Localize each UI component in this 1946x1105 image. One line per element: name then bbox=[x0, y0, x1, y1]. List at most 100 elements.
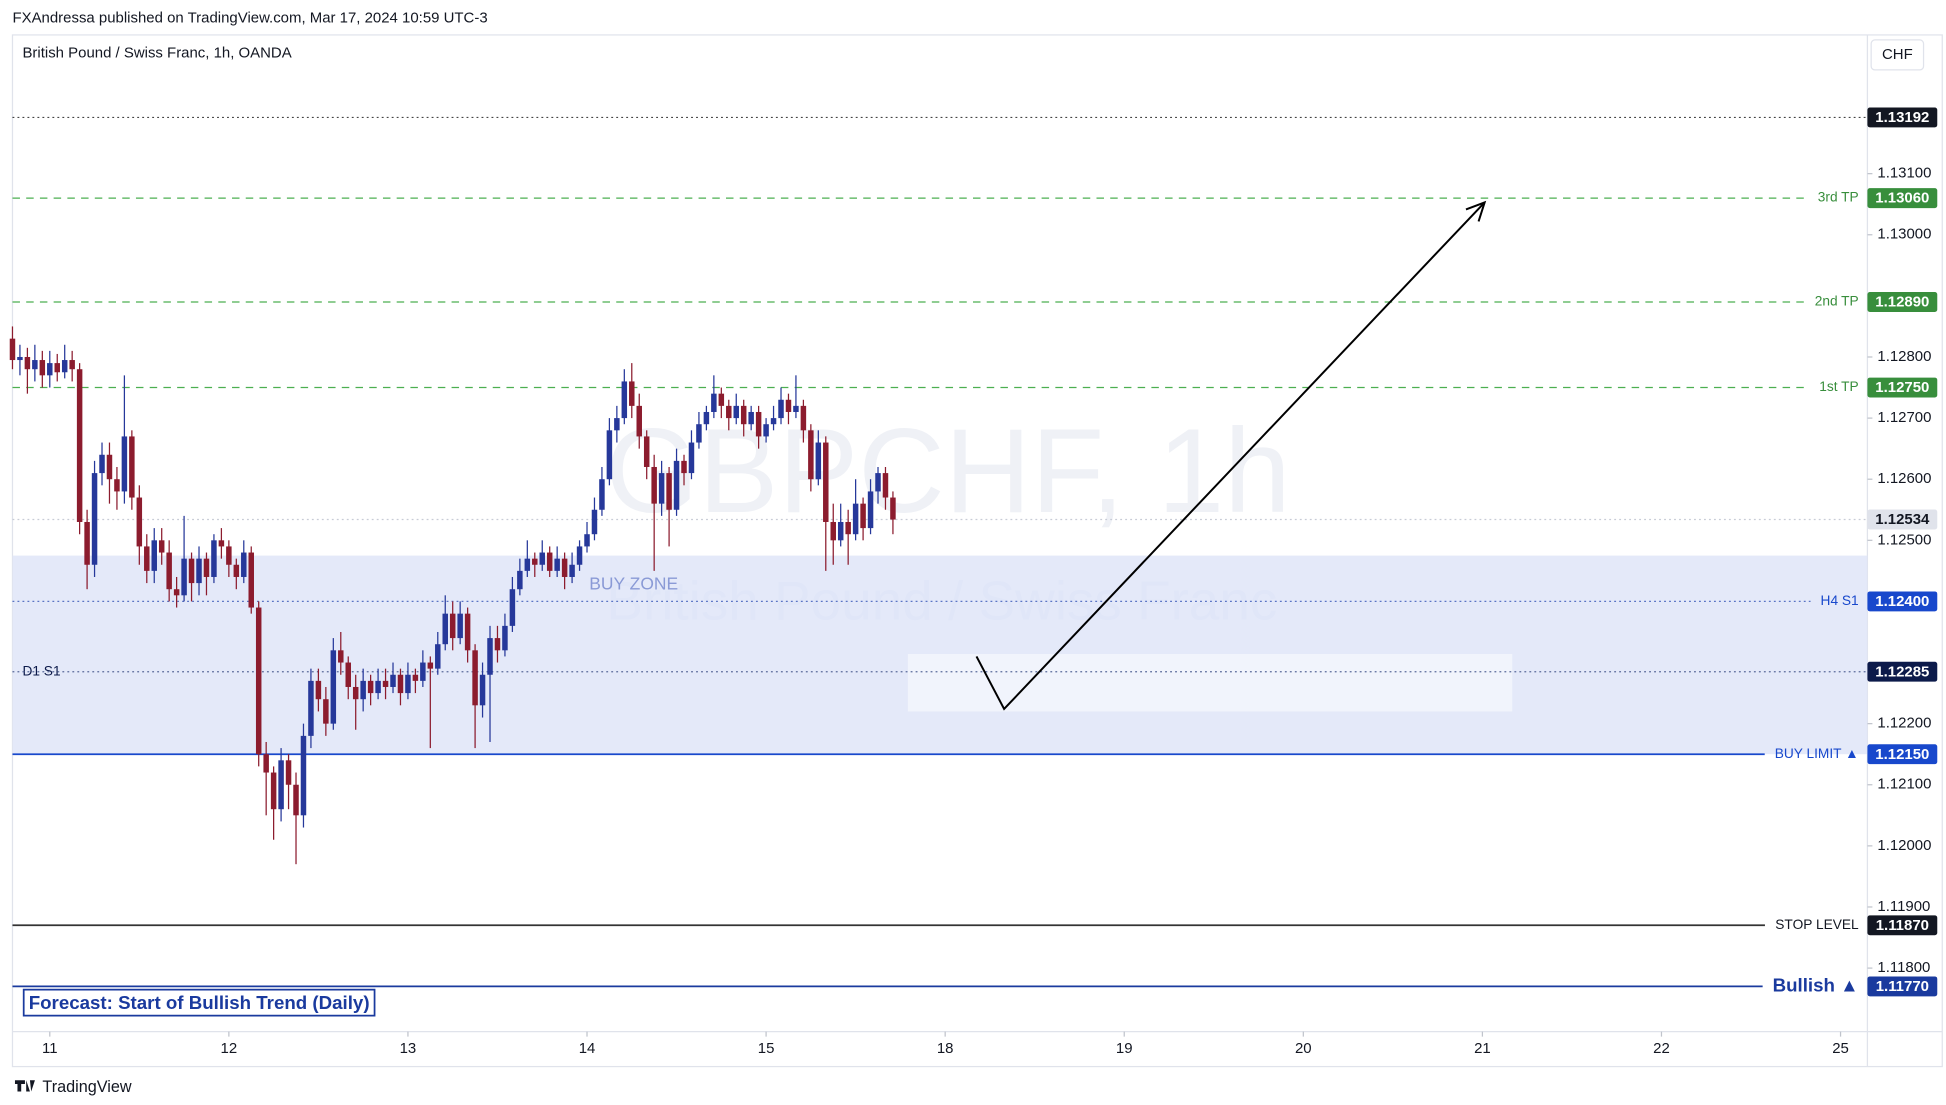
candle-body bbox=[218, 540, 225, 547]
candle-body bbox=[785, 399, 792, 412]
candle-body bbox=[91, 473, 98, 565]
header: FXAndressa published on TradingView.com,… bbox=[12, 10, 487, 27]
candle-body bbox=[696, 424, 702, 443]
price-label-box bbox=[1867, 744, 1938, 765]
chart-title: British Pound / Swiss Franc, 1h, OANDA bbox=[22, 45, 291, 62]
y-tick-label: 1.12700 bbox=[1877, 409, 1931, 426]
candle-body bbox=[711, 393, 717, 412]
candle-body bbox=[845, 521, 851, 535]
candle-body bbox=[703, 411, 710, 425]
candle-body bbox=[54, 363, 60, 373]
candle-body bbox=[449, 613, 456, 639]
candle-body bbox=[576, 546, 583, 565]
x-tick-label: 21 bbox=[1474, 1040, 1491, 1057]
candle-body bbox=[76, 369, 83, 522]
price-label-box bbox=[1867, 915, 1938, 936]
candle-body bbox=[367, 680, 374, 694]
x-tick-label: 22 bbox=[1653, 1040, 1670, 1057]
candle-body bbox=[524, 558, 531, 571]
candle-body bbox=[47, 363, 53, 376]
candle-body bbox=[99, 454, 105, 474]
candle-body bbox=[144, 546, 150, 571]
candle-body bbox=[763, 424, 769, 437]
candle-body bbox=[808, 430, 814, 480]
price-label: 1.12400 bbox=[1875, 593, 1929, 610]
x-tick-label: 25 bbox=[1832, 1040, 1849, 1057]
price-label-box bbox=[1867, 377, 1938, 398]
level-name: 2nd TP bbox=[1815, 294, 1859, 309]
candle-body bbox=[382, 680, 389, 687]
candle-body bbox=[800, 405, 807, 431]
candle-body bbox=[338, 650, 344, 663]
price-label: 1.13192 bbox=[1875, 109, 1929, 126]
candle-body bbox=[830, 521, 836, 541]
candle-body bbox=[688, 442, 695, 474]
candle-body bbox=[658, 473, 665, 504]
price-label: 1.12534 bbox=[1875, 511, 1930, 528]
price-label-box bbox=[1867, 661, 1938, 682]
candle-body bbox=[435, 644, 441, 669]
candle-body bbox=[352, 686, 359, 700]
candle-body bbox=[203, 558, 210, 577]
candle-body bbox=[472, 650, 478, 706]
candle-body bbox=[345, 662, 351, 687]
candle-body bbox=[129, 436, 135, 498]
candle-body bbox=[397, 674, 404, 694]
candle-body bbox=[248, 552, 254, 608]
currency-box bbox=[1870, 39, 1925, 71]
candle-body bbox=[561, 558, 568, 577]
candle-body bbox=[629, 381, 635, 406]
price-label: 1.12285 bbox=[1875, 663, 1929, 680]
level-name: D1 S1 bbox=[22, 663, 60, 678]
candle-body bbox=[84, 521, 90, 565]
candle-body bbox=[666, 473, 672, 510]
footer: TradingView bbox=[42, 1078, 131, 1096]
candle-body bbox=[114, 479, 120, 492]
candle-body bbox=[517, 570, 523, 590]
candle-body bbox=[196, 558, 202, 584]
candle-body bbox=[584, 534, 590, 547]
candle-body bbox=[681, 460, 687, 474]
level-name: 1st TP bbox=[1819, 379, 1858, 394]
level-name: Bullish ▲ bbox=[1773, 974, 1859, 995]
candle-body bbox=[643, 436, 650, 467]
candle-body bbox=[569, 564, 575, 577]
candle-body bbox=[181, 558, 187, 596]
candle-body bbox=[32, 360, 38, 370]
candle-body bbox=[509, 589, 516, 626]
price-label-box bbox=[1867, 976, 1938, 997]
candle-body bbox=[599, 479, 605, 510]
candle-body bbox=[106, 454, 113, 480]
arrow-head bbox=[1465, 200, 1487, 222]
price-label: 1.13060 bbox=[1875, 190, 1929, 207]
price-label-box bbox=[1867, 509, 1938, 530]
x-tick-label: 18 bbox=[937, 1040, 954, 1057]
candle-body bbox=[479, 674, 486, 706]
pane-border bbox=[11, 34, 1943, 1068]
price-label-box bbox=[1867, 188, 1938, 209]
level-name: STOP LEVEL bbox=[1775, 917, 1859, 932]
candle-body bbox=[890, 497, 896, 520]
candle-body bbox=[360, 680, 366, 700]
candle-body bbox=[151, 540, 157, 571]
y-tick-label: 1.12000 bbox=[1877, 837, 1931, 854]
level-name: 3rd TP bbox=[1818, 190, 1859, 205]
y-tick-label: 1.12800 bbox=[1877, 348, 1931, 365]
candle-body bbox=[188, 558, 195, 584]
x-tick-label: 13 bbox=[400, 1040, 417, 1057]
candle-body bbox=[308, 680, 314, 736]
candle-body bbox=[278, 760, 284, 810]
candle-body bbox=[323, 699, 329, 724]
candle-body bbox=[293, 784, 299, 816]
price-label: 1.12750 bbox=[1875, 379, 1929, 396]
price-label: 1.12890 bbox=[1875, 294, 1929, 311]
candle-body bbox=[173, 589, 180, 596]
candle-body bbox=[778, 399, 784, 419]
candle-body bbox=[487, 638, 493, 675]
candle-body bbox=[136, 497, 143, 547]
candle-body bbox=[815, 442, 822, 480]
candle-body bbox=[606, 430, 613, 480]
candle-body bbox=[330, 650, 337, 724]
